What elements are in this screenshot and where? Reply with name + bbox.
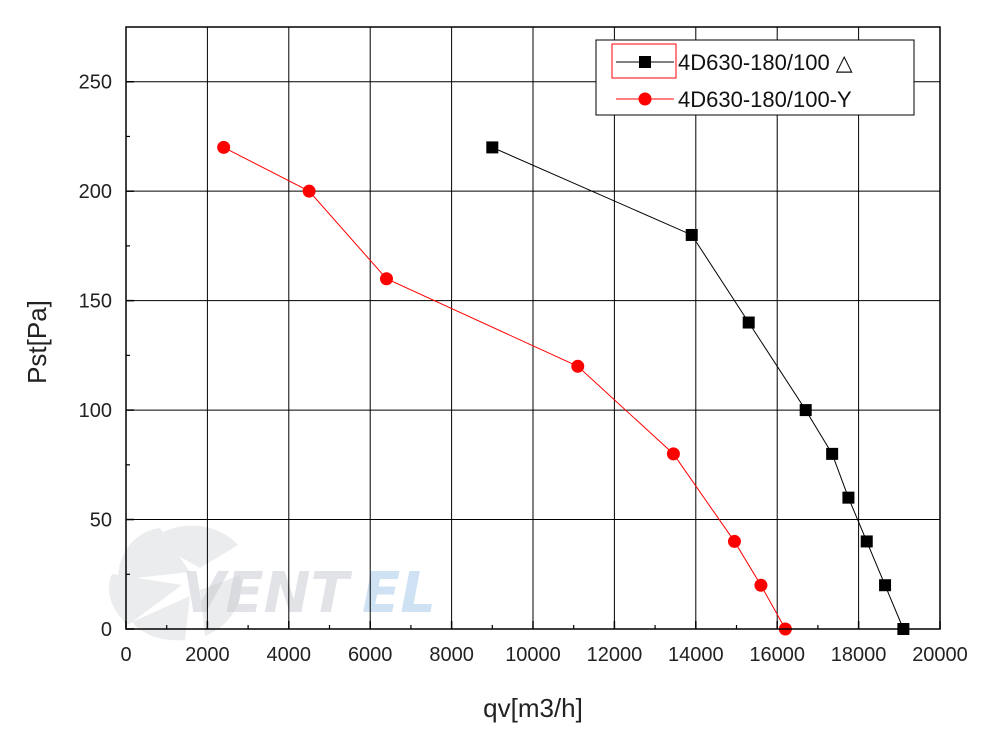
x-tick-label: 20000 [912,644,968,666]
watermark-text-1: VENT [182,561,352,626]
data-point-circle [666,447,680,461]
legend-highlight-box [611,43,677,79]
axis-ticks [125,80,941,630]
series-2 [217,140,792,636]
data-point-circle [379,272,393,286]
watermark: VENT EL [108,525,436,641]
y-tick-label: 150 [79,291,112,313]
legend: 4D630-180/100 △ 4D630-180/100-Y [595,39,915,116]
series-1 [486,141,910,635]
y-axis-title: Pst[Pa] [22,300,52,384]
data-point-square [826,447,839,460]
x-axis-title: qv[m3/h] [483,693,583,723]
x-tick-label: 0 [120,644,131,666]
y-tick-label: 250 [79,72,112,94]
x-tick-label: 6000 [348,644,393,666]
y-tick-label: 100 [79,400,112,422]
data-point-square [685,228,698,241]
x-tick-label: 14000 [668,644,724,666]
legend-marker-circle [638,92,652,106]
x-tick-label: 4000 [267,644,312,666]
x-tick-label: 8000 [429,644,474,666]
data-point-circle [754,578,768,592]
x-tick-label: 16000 [749,644,805,666]
data-point-square [486,141,499,154]
series-layer [217,140,910,636]
y-tick-label: 0 [101,619,112,641]
data-point-circle [302,184,316,198]
x-tick-label: 10000 [505,644,561,666]
legend-marker-square [639,56,651,68]
y-tick-label: 50 [90,510,112,532]
data-point-square [742,316,755,329]
data-point-square [799,404,812,417]
legend-label: 4D630-180/100-Y [678,87,852,112]
grid [125,27,941,630]
x-tick-label: 2000 [185,644,230,666]
data-point-circle [217,140,231,154]
watermark-text-2: EL [362,561,436,626]
data-point-circle [727,534,741,548]
x-tick-label: 12000 [587,644,643,666]
x-tick-labels: 0 2000 4000 6000 8000 10000 12000 14000 16000 180… [120,644,967,666]
legend-entries: 4D630-180/100 △ 4D630-180/100-Y [616,50,853,112]
y-tick-label: 200 [79,181,112,203]
x-tick-label: 18000 [831,644,887,666]
legend-label: 4D630-180/100 △ [678,50,853,75]
series-line [492,146,904,630]
data-point-square [842,491,855,504]
y-tick-labels: 0 50 100 150 200 250 [79,72,112,641]
data-point-square [860,535,873,548]
series-line [223,146,786,630]
data-point-circle [571,359,585,373]
data-point-square [879,579,892,592]
